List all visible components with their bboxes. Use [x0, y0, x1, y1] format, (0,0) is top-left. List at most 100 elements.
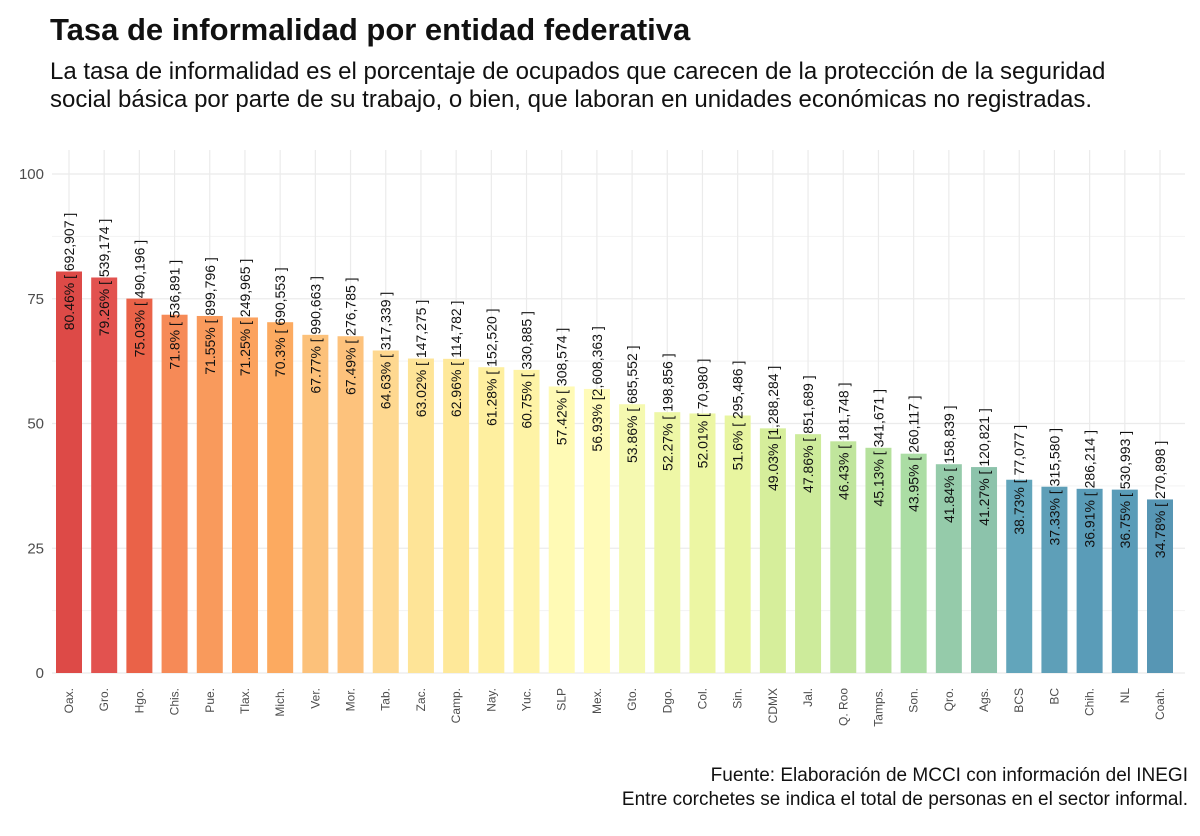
data-label: 36.91% [ 286,214 ] [1082, 430, 1098, 548]
data-label: 43.95% [ 260,117 ] [906, 395, 922, 512]
data-label: 62.96% [ 114,782 ] [448, 301, 464, 418]
x-tick-label: Gto. [625, 688, 639, 711]
data-label: 45.13% [ 341,671 ] [870, 389, 886, 507]
data-label: 71.55% [ 899,796 ] [202, 257, 218, 375]
y-tick-label: 0 [36, 665, 44, 682]
x-tick-label: Ags. [977, 688, 991, 712]
x-tick-label: Q. Roo [836, 688, 850, 726]
x-tick-label: Qro. [942, 688, 956, 711]
data-label: 47.86% [ 851,689 ] [800, 375, 816, 493]
bar-BCS [1006, 479, 1033, 673]
x-tick-label: Tab. [379, 688, 393, 711]
x-tick-label: Chih. [1083, 688, 1097, 716]
x-tick-label: Ver. [308, 688, 322, 709]
data-label: 67.49% [ 276,785 ] [343, 277, 359, 395]
bar-Son. [900, 453, 927, 673]
x-tick-label: Chis. [168, 688, 182, 715]
caption-note: Entre corchetes se indica el total de pe… [621, 789, 1188, 810]
x-tick-label: Coah. [1153, 688, 1167, 720]
y-tick-label: 100 [19, 166, 44, 183]
bar-Qro. [935, 464, 962, 673]
bar-Coah. [1147, 499, 1173, 673]
data-label: 71.25% [ 249,965 ] [237, 259, 253, 377]
bar-Tamps. [865, 447, 892, 673]
bar-Sin. [724, 415, 751, 673]
x-tick-label: Jal. [801, 688, 815, 707]
bar-Mich. [267, 322, 294, 673]
bar-Hgo. [126, 298, 153, 673]
y-tick-label: 25 [27, 540, 44, 557]
data-label: 52.01% [ 70,980 ] [694, 359, 710, 469]
bar-Yuc. [513, 369, 540, 673]
x-tick-label: Nay. [484, 688, 498, 712]
data-label: 51.6% [ 295,486 ] [730, 361, 746, 471]
data-label: 53.86% [ 685,552 ] [624, 345, 640, 463]
bar-Oax. [56, 271, 82, 673]
bar-Col. [689, 413, 716, 673]
x-tick-label: Oax. [62, 688, 76, 713]
data-label: 79.26% [ 539,174 ] [96, 219, 112, 337]
bar-Gto. [619, 404, 646, 673]
x-tick-label: Dgo. [660, 688, 674, 713]
bar-Nay. [478, 367, 505, 673]
bar-Ags. [971, 467, 998, 673]
bar-CDMX [759, 428, 786, 673]
data-label: 52.27% [ 198,856 ] [659, 353, 675, 471]
bar-Chis. [161, 314, 188, 673]
data-label: 56.93% [2,608,363 ] [589, 326, 605, 451]
x-tick-label: SLP [555, 688, 569, 711]
bar-SLP [548, 386, 575, 673]
x-tick-label: BCS [1012, 688, 1026, 713]
data-label: 41.84% [ 158,839 ] [941, 405, 957, 523]
data-label: 61.28% [ 152,520 ] [483, 308, 499, 426]
data-label: 41.27% [ 120,821 ] [976, 408, 992, 526]
x-tick-label: Tamps. [871, 688, 885, 727]
y-tick-label: 50 [27, 416, 44, 433]
x-tick-label: Son. [907, 688, 921, 713]
data-label: 70.3% [ 690,553 ] [272, 267, 288, 377]
chart-caption: Fuente: Elaboración de MCCI con informac… [622, 764, 1188, 812]
caption-source: Fuente: Elaboración de MCCI con informac… [710, 765, 1188, 786]
chart-subtitle: La tasa de informalidad es el porcentaje… [50, 58, 1106, 113]
bar-Q. Roo [830, 441, 857, 673]
data-label: 67.77% [ 990,663 ] [307, 276, 323, 394]
bar-Chih. [1076, 488, 1103, 673]
chart-title: Tasa de informalidad por entidad federat… [50, 12, 691, 47]
data-label: 80.46% [ 692,907 ] [61, 213, 77, 331]
x-tick-label: Col. [695, 688, 709, 709]
data-label: 71.8% [ 536,891 ] [167, 260, 183, 370]
data-label: 38.73% [ 77,077 ] [1011, 425, 1027, 535]
x-tick-label: CDMX [766, 688, 780, 723]
bar-Dgo. [654, 412, 681, 673]
data-label: 60.75% [ 330,885 ] [519, 311, 535, 429]
x-tick-label: BC [1047, 688, 1061, 705]
bar-Mex. [583, 388, 610, 673]
x-tick-label: Camp. [449, 688, 463, 723]
bar-Ver. [302, 334, 329, 673]
bar-Camp. [443, 358, 470, 673]
data-label: 75.03% [ 490,196 ] [131, 240, 147, 358]
bar-Gro. [91, 277, 118, 673]
x-tick-label: Zac. [414, 688, 428, 711]
data-label: 64.63% [ 317,339 ] [378, 292, 394, 410]
data-label: 63.02% [ 147,275 ] [413, 300, 429, 418]
data-label: 46.43% [ 181,748 ] [835, 383, 851, 501]
data-label: 57.42% [ 308,574 ] [554, 328, 570, 446]
data-label: 49.03% [1,288,284 ] [765, 366, 781, 491]
bar-Mor. [337, 336, 364, 673]
x-tick-label: Tlax. [238, 688, 252, 714]
bar-Tab. [372, 350, 399, 673]
bar-Zac. [407, 358, 434, 673]
data-label: 36.75% [ 530,993 ] [1117, 431, 1133, 549]
bar-Jal. [795, 434, 822, 673]
x-tick-label: Sin. [731, 688, 745, 709]
x-tick-label: NL [1118, 688, 1132, 704]
bar-Tlax. [231, 317, 258, 673]
bar-BC [1041, 486, 1068, 673]
x-tick-label: Mich. [273, 688, 287, 717]
x-tick-label: Mor. [344, 688, 358, 711]
x-tick-label: Hgo. [132, 688, 146, 713]
x-tick-label: Gro. [97, 688, 111, 711]
y-tick-label: 75 [27, 291, 44, 308]
